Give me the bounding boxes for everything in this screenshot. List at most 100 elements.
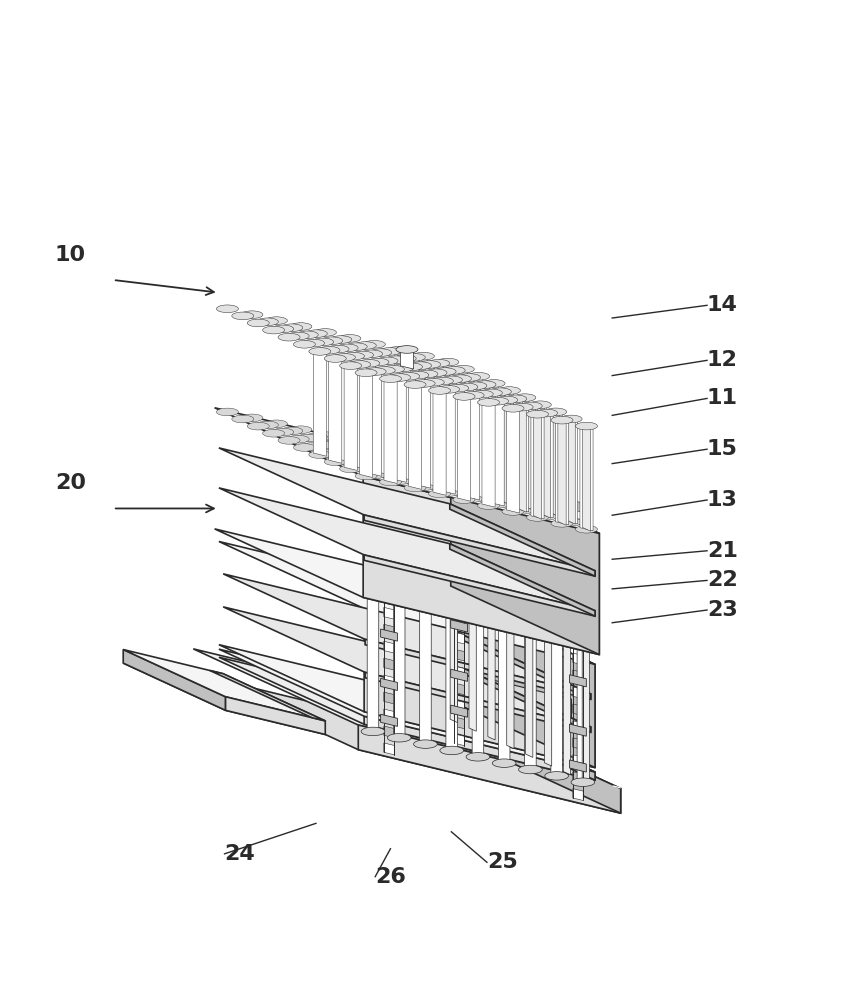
Polygon shape [367,586,379,733]
Ellipse shape [340,362,361,369]
Ellipse shape [383,469,405,476]
Polygon shape [454,463,464,474]
Ellipse shape [262,429,285,437]
Polygon shape [525,625,536,771]
Ellipse shape [481,389,503,397]
Ellipse shape [343,352,365,360]
Polygon shape [210,670,325,721]
Ellipse shape [247,422,269,430]
Polygon shape [408,383,422,489]
Polygon shape [364,555,595,616]
Ellipse shape [471,493,493,501]
Polygon shape [506,407,520,513]
Polygon shape [442,388,455,494]
Ellipse shape [398,476,420,483]
Ellipse shape [496,396,518,404]
Ellipse shape [489,388,511,396]
Text: 21: 21 [707,541,738,561]
Polygon shape [454,683,464,695]
Ellipse shape [543,617,553,625]
Polygon shape [558,418,566,525]
Ellipse shape [400,363,423,371]
Polygon shape [366,639,590,699]
Text: 14: 14 [707,295,738,315]
Text: 23: 23 [707,600,738,620]
Ellipse shape [363,444,385,451]
Polygon shape [507,602,514,749]
Polygon shape [503,398,511,505]
Ellipse shape [216,408,239,416]
Polygon shape [449,628,590,699]
Polygon shape [460,385,474,492]
Ellipse shape [481,492,503,500]
Text: 13: 13 [707,490,738,510]
Ellipse shape [496,499,518,507]
Polygon shape [467,394,480,500]
Polygon shape [550,410,562,517]
Polygon shape [454,564,464,576]
Polygon shape [481,383,489,490]
Ellipse shape [333,457,355,464]
Ellipse shape [373,470,395,477]
Polygon shape [525,404,538,511]
Ellipse shape [423,482,444,489]
Polygon shape [569,675,586,687]
Polygon shape [394,593,405,739]
Ellipse shape [504,395,527,403]
Ellipse shape [327,448,349,456]
Polygon shape [124,663,325,734]
Polygon shape [569,724,586,736]
Ellipse shape [320,440,343,448]
Polygon shape [456,712,621,813]
Polygon shape [219,448,595,571]
Ellipse shape [385,356,407,364]
Ellipse shape [318,450,340,457]
Ellipse shape [474,381,496,388]
Ellipse shape [327,345,349,353]
Polygon shape [219,488,595,611]
Ellipse shape [440,479,463,487]
Ellipse shape [330,439,352,447]
Polygon shape [454,581,464,593]
Text: 25: 25 [486,852,517,872]
Ellipse shape [325,355,346,362]
Polygon shape [364,609,595,768]
Ellipse shape [474,484,496,492]
Ellipse shape [348,464,371,471]
Polygon shape [583,424,590,531]
Polygon shape [425,363,434,470]
Ellipse shape [521,505,542,513]
Polygon shape [441,370,449,477]
Ellipse shape [410,362,432,369]
Polygon shape [193,674,621,813]
Ellipse shape [544,772,568,780]
Polygon shape [454,666,464,678]
Polygon shape [383,726,394,738]
Ellipse shape [373,367,395,374]
Ellipse shape [505,599,515,608]
Ellipse shape [379,348,400,355]
Polygon shape [444,360,452,467]
Ellipse shape [571,778,595,786]
Ellipse shape [524,608,534,616]
Polygon shape [381,678,397,690]
Polygon shape [458,395,470,501]
Polygon shape [573,653,583,665]
Ellipse shape [360,453,383,461]
Polygon shape [469,584,476,731]
Ellipse shape [544,628,568,637]
Ellipse shape [502,508,524,515]
Polygon shape [381,629,397,641]
Ellipse shape [450,478,471,486]
Ellipse shape [348,361,371,368]
Ellipse shape [266,317,287,324]
Ellipse shape [394,355,416,362]
Polygon shape [344,364,357,470]
Polygon shape [505,389,514,496]
Ellipse shape [458,374,481,381]
Polygon shape [369,370,382,476]
Ellipse shape [272,428,294,436]
Polygon shape [563,628,571,775]
Ellipse shape [575,422,597,430]
Polygon shape [482,401,495,507]
